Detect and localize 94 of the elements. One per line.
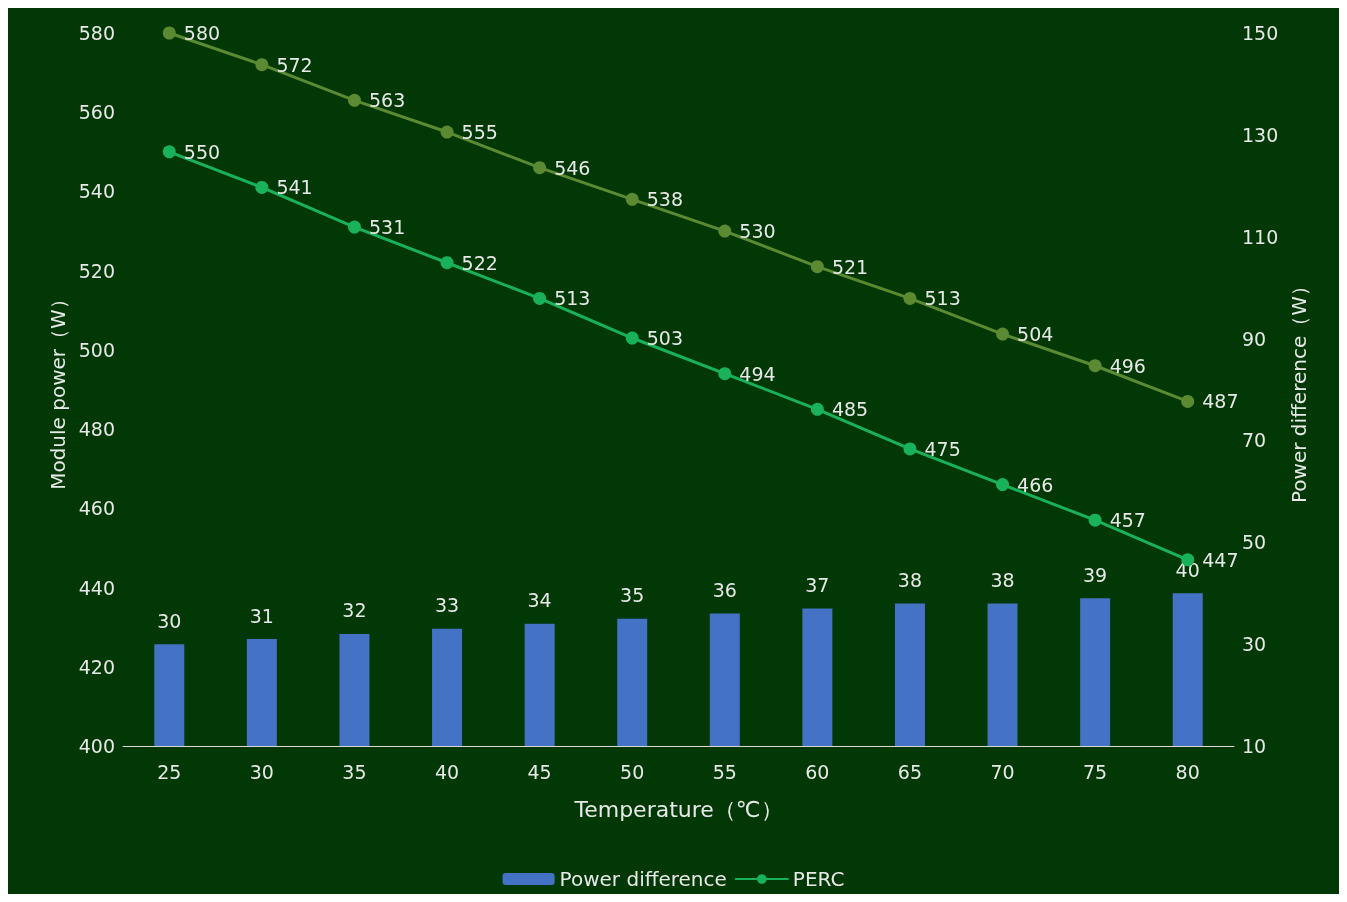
- data-label: 485: [831, 398, 869, 421]
- point: [533, 291, 547, 305]
- x-tick-label: 70: [990, 760, 1015, 783]
- data-label: 37: [805, 573, 830, 596]
- point: [1088, 513, 1102, 527]
- y-tick-label: 440: [78, 576, 115, 599]
- point: [440, 125, 454, 139]
- data-label: 513: [924, 287, 961, 310]
- y2-tick-label: 90: [1242, 327, 1267, 350]
- data-label: 503: [646, 327, 683, 350]
- data-label: 36: [712, 579, 737, 602]
- point: [533, 161, 547, 175]
- point: [996, 478, 1010, 492]
- data-label: 550: [183, 140, 221, 163]
- point: [810, 402, 824, 416]
- y-tick-label: 420: [78, 655, 115, 678]
- data-label: 487: [1202, 390, 1239, 413]
- legend-label: PERC: [792, 867, 845, 891]
- point: [162, 145, 176, 159]
- y2-tick-label: 110: [1242, 225, 1279, 248]
- y-tick-label: 500: [78, 338, 115, 361]
- x-tick-label: 35: [342, 760, 367, 783]
- x-tick-label: 55: [712, 760, 737, 783]
- data-label: 521: [831, 255, 869, 278]
- point: [162, 26, 176, 40]
- point: [903, 291, 917, 305]
- data-label: 38: [897, 568, 923, 591]
- point: [1181, 394, 1195, 408]
- data-label: 541: [276, 176, 313, 199]
- y-tick-label: 560: [78, 101, 115, 124]
- point: [1088, 359, 1102, 373]
- data-label: 513: [554, 287, 591, 310]
- point: [255, 180, 269, 194]
- data-label: 38: [990, 568, 1015, 591]
- data-label: 35: [620, 584, 645, 607]
- data-label: 494: [739, 362, 776, 385]
- x-tick-label: 65: [897, 760, 923, 783]
- data-label: 546: [554, 156, 591, 179]
- data-label: 475: [924, 437, 961, 460]
- data-label: 555: [461, 121, 498, 144]
- point: [625, 192, 639, 206]
- y-tick-label: 540: [78, 180, 115, 203]
- y-tick-label: 520: [78, 259, 115, 282]
- point: [903, 442, 917, 456]
- point: [255, 58, 269, 72]
- point: [810, 260, 824, 274]
- data-label: 34: [527, 589, 552, 612]
- x-tick-label: 80: [1175, 760, 1200, 783]
- y2-tick-label: 130: [1242, 123, 1279, 146]
- data-label: 40: [1175, 558, 1200, 581]
- data-label: 457: [1109, 509, 1146, 532]
- x-tick-label: 75: [1083, 760, 1108, 783]
- data-label: 31: [249, 604, 274, 627]
- point: [996, 327, 1010, 341]
- point: [625, 331, 639, 345]
- y2-tick-label: 50: [1242, 531, 1267, 554]
- data-label: 538: [646, 188, 683, 211]
- data-label: 33: [434, 594, 460, 617]
- point: [718, 367, 732, 381]
- data-label: 572: [276, 53, 313, 76]
- point: [718, 224, 732, 238]
- data-label: 30: [157, 609, 182, 632]
- y2-tick-label: 30: [1242, 633, 1267, 656]
- y2-tick-label: 70: [1242, 429, 1267, 452]
- legend-label: Power difference: [559, 867, 727, 891]
- y-tick-label: 580: [78, 22, 115, 44]
- point: [347, 93, 361, 107]
- y-tick-label: 480: [78, 418, 115, 441]
- point: [440, 256, 454, 270]
- x-tick-label: 50: [620, 760, 645, 783]
- x-tick-label: 25: [157, 760, 182, 783]
- data-label: 522: [461, 251, 498, 274]
- data-label: 39: [1083, 563, 1108, 586]
- y-axis-title: Module power（W）: [45, 289, 70, 490]
- data-label: 504: [1017, 323, 1054, 346]
- x-axis-title: Temperature（℃）: [573, 796, 783, 822]
- y2-tick-label: 150: [1242, 22, 1279, 44]
- data-label: 563: [368, 89, 406, 112]
- data-label: 466: [1017, 473, 1054, 496]
- x-tick-label: 60: [805, 760, 830, 783]
- x-tick-label: 45: [527, 760, 552, 783]
- y-tick-label: 400: [78, 735, 115, 757]
- data-label: 32: [342, 599, 367, 622]
- data-label: 580: [183, 22, 221, 44]
- point: [347, 220, 361, 234]
- y2-tick-label: 10: [1242, 735, 1267, 757]
- data-label: 496: [1109, 354, 1146, 377]
- data-label: 447: [1202, 548, 1239, 571]
- x-tick-label: 40: [434, 760, 460, 783]
- y2-axis-title: Power difference（W）: [1287, 275, 1312, 504]
- y-tick-label: 460: [78, 497, 115, 520]
- data-label: 531: [368, 216, 406, 239]
- x-tick-label: 30: [249, 760, 274, 783]
- data-label: 530: [739, 220, 776, 243]
